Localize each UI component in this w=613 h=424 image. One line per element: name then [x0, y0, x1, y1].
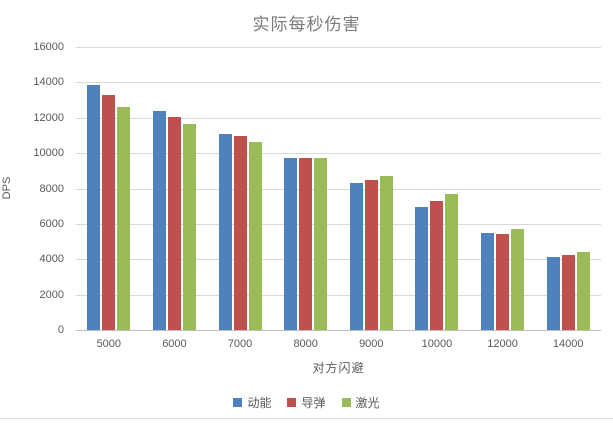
bar-导弹-8000: [299, 157, 313, 330]
legend-label-激光: 激光: [355, 396, 380, 410]
legend-label-动能: 动能: [247, 396, 272, 410]
legend-item-动能: 动能: [233, 394, 271, 411]
legend-label-导弹: 导弹: [301, 396, 326, 410]
bar-group-6000: [142, 47, 208, 330]
bar-激光-7000: [248, 141, 262, 330]
gridline-12000: [76, 117, 601, 119]
y-tick-label-14000: 14000: [33, 76, 64, 89]
plot-area: [76, 47, 601, 331]
bar-group-7000: [207, 47, 273, 330]
bar-group-12000: [470, 47, 536, 330]
x-tick-label-6000: 6000: [162, 338, 187, 350]
gridline-10000: [76, 153, 601, 155]
bar-导弹-10000: [430, 200, 444, 330]
bar-导弹-5000: [102, 94, 116, 330]
bar-动能-7000: [218, 133, 232, 330]
legend-swatch-导弹: [287, 398, 297, 407]
bar-导弹-12000: [496, 233, 510, 330]
legend-item-导弹: 导弹: [287, 394, 326, 411]
gridline-2000: [76, 294, 601, 296]
gridline-16000: [76, 47, 601, 48]
y-tick-label-8000: 8000: [39, 182, 64, 195]
bar-激光-10000: [445, 193, 459, 330]
gridline-14000: [76, 82, 601, 84]
y-tick-label-10000: 10000: [33, 147, 64, 160]
bar-group-8000: [273, 47, 339, 330]
bar-动能-8000: [284, 158, 298, 330]
y-tick-label-12000: 12000: [33, 111, 64, 124]
bar-导弹-14000: [561, 254, 575, 330]
bar-动能-6000: [152, 110, 166, 330]
x-tick-label-5000: 5000: [96, 338, 122, 350]
bar-导弹-9000: [364, 179, 378, 330]
gridline-4000: [76, 259, 601, 261]
x-tick-label-14000: 14000: [552, 338, 584, 350]
bar-动能-12000: [481, 232, 495, 330]
x-axis-title: 对方闪避: [312, 361, 365, 375]
bar-激光-9000: [379, 176, 393, 330]
bar-group-9000: [339, 47, 405, 330]
y-tick-label-4000: 4000: [39, 253, 64, 266]
legend-item-激光: 激光: [341, 394, 380, 411]
bar-group-5000: [76, 47, 142, 330]
bar-激光-6000: [182, 123, 196, 330]
bar-激光-14000: [576, 252, 590, 330]
bar-激光-12000: [511, 229, 525, 330]
gridline-8000: [76, 188, 601, 190]
bar-导弹-7000: [233, 136, 247, 330]
y-tick-label-0: 0: [57, 324, 64, 336]
chart-bottom-border: [0, 418, 613, 419]
y-tick-label-16000: 16000: [33, 41, 64, 53]
gridline-6000: [76, 223, 601, 225]
chart-title: 实际每秒伤害: [252, 15, 361, 34]
legend-swatch-激光: [341, 398, 351, 407]
bar-导弹-6000: [167, 116, 181, 330]
x-tick-label-10000: 10000: [421, 338, 453, 350]
x-tick-label-9000: 9000: [359, 338, 384, 350]
legend-swatch-动能: [233, 398, 243, 407]
bar-激光-8000: [314, 158, 328, 330]
y-tick-label-2000: 2000: [39, 288, 64, 301]
bar-group-14000: [535, 47, 601, 330]
x-tick-label-12000: 12000: [487, 338, 518, 350]
bar-动能-9000: [349, 183, 363, 330]
bar-group-10000: [404, 47, 470, 330]
x-tick-label-7000: 7000: [227, 338, 253, 350]
chart-legend: 动能 导弹 激光: [0, 394, 613, 411]
y-tick-label-6000: 6000: [39, 217, 64, 230]
x-tick-label-8000: 8000: [293, 338, 318, 350]
bar-动能-5000: [87, 85, 101, 330]
bar-激光-5000: [117, 107, 131, 330]
bar-动能-14000: [546, 256, 560, 330]
bar-动能-10000: [415, 207, 429, 330]
